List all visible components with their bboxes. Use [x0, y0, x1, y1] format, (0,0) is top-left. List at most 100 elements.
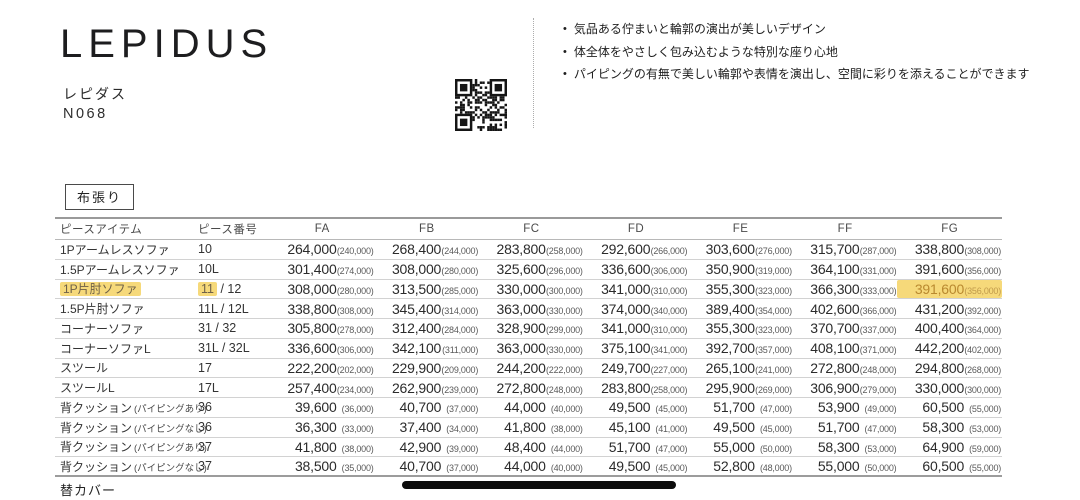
price-cell: 308,000 (280,000) — [270, 280, 375, 298]
price-reference-value: (35,000) — [341, 463, 374, 474]
price-cell: 51,700 (47,000) — [793, 418, 898, 436]
price-cell: 303,600 (276,000) — [688, 240, 793, 258]
price-reference-value: (36,000) — [341, 404, 374, 415]
item-name: スツールL — [60, 381, 115, 396]
price-reference-value: (280,000) — [336, 285, 374, 296]
price-cell: 45,100 (41,000) — [584, 418, 689, 436]
piece-number-cell: 17L — [198, 380, 219, 395]
price-value: 366,300 — [810, 280, 860, 297]
column-header-ff: FF — [837, 223, 853, 235]
price-value: 308,000 — [287, 280, 337, 297]
piece-number-cell: 36 — [198, 400, 212, 415]
price-value: 283,800 — [496, 241, 546, 258]
price-value: 306,900 — [810, 379, 860, 396]
price-value: 391,600 — [914, 280, 965, 297]
price-cell: 364,100 (331,000) — [793, 260, 898, 278]
item-name-cell: スツール — [55, 359, 198, 376]
price-reference-value: (40,000) — [550, 463, 583, 474]
price-cell: 336,600 (306,000) — [584, 260, 689, 278]
price-reference-value: (40,000) — [550, 404, 583, 415]
column-header-item: ピースアイテム — [60, 224, 143, 236]
price-reference-value: (364,000) — [964, 325, 1002, 336]
table-body: 1Pアームレスソファ 10 264,000 (240,000) 268,400 (244,… — [55, 240, 1003, 477]
price-value: 312,400 — [391, 320, 442, 337]
price-cell: 391,600 (356,000) — [897, 279, 1003, 298]
price-value: 295,900 — [705, 379, 755, 396]
price-value: 338,800 — [914, 241, 965, 258]
column-header-fc: FC — [523, 223, 540, 235]
price-value: 64,900 — [922, 438, 965, 455]
column-header-fe: FE — [732, 223, 749, 235]
price-reference-value: (59,000) — [969, 443, 1002, 454]
price-reference-value: (53,000) — [969, 424, 1002, 435]
price-reference-value: (45,000) — [759, 424, 792, 435]
table-row: 1.5P片肘ソファ 11L / 12L 338,800 (308,000) 345,40… — [55, 299, 1002, 319]
price-value: 364,100 — [810, 261, 860, 278]
item-name: 1P片肘ソファ — [60, 282, 141, 297]
price-cell: 222,200 (202,000) — [270, 359, 375, 377]
item-name: 背クッション — [60, 420, 133, 435]
price-value: 272,800 — [810, 359, 860, 376]
price-cell: 40,700 (37,000) — [375, 398, 480, 416]
price-cell: 308,000 (280,000) — [375, 260, 480, 278]
price-reference-value: (45,000) — [655, 404, 688, 415]
price-cell: 58,300 (53,000) — [793, 438, 898, 456]
item-name-cell: スツールL — [55, 379, 198, 396]
table-row: スツールL 17L 257,400 (234,000) 262,900 (239,000)… — [55, 378, 1002, 398]
price-reference-value: (392,000) — [964, 305, 1002, 316]
price-cell: 229,900 (209,000) — [375, 359, 480, 377]
piece-number-cell: 10 — [198, 242, 212, 257]
price-reference-value: (55,000) — [969, 404, 1002, 415]
price-reference-value: (45,000) — [655, 463, 688, 474]
price-cell: 431,200 (392,000) — [897, 300, 1002, 318]
price-cell: 341,000 (310,000) — [584, 280, 689, 298]
item-name-cell: 1.5Pアームレスソファ — [55, 261, 198, 278]
price-value: 42,900 — [399, 438, 442, 455]
price-cell: 283,800 (258,000) — [479, 240, 584, 258]
qr-code — [455, 79, 507, 131]
item-note: (パイピングなし) — [134, 423, 207, 435]
price-reference-value: (308,000) — [336, 305, 374, 316]
home-indicator-bar[interactable] — [402, 481, 676, 489]
item-name: 背クッション — [60, 400, 133, 415]
price-reference-value: (234,000) — [336, 384, 374, 395]
price-value: 303,600 — [705, 241, 755, 258]
price-reference-value: (314,000) — [441, 305, 479, 316]
price-value: 264,000 — [287, 241, 337, 258]
price-reference-value: (227,000) — [650, 364, 688, 375]
price-value: 283,800 — [601, 379, 651, 396]
price-value: 38,500 — [294, 458, 337, 475]
price-reference-value: (357,000) — [755, 345, 792, 356]
item-name: 背クッション — [60, 459, 133, 474]
item-name-cell: 1.5P片肘ソファ — [55, 300, 198, 317]
price-reference-value: (278,000) — [336, 325, 374, 336]
price-value: 58,300 — [922, 419, 965, 436]
price-cell: 325,600 (296,000) — [479, 260, 584, 278]
price-cell: 408,100 (371,000) — [793, 339, 898, 357]
price-cell: 342,100 (311,000) — [375, 339, 480, 357]
price-reference-value: (53,000) — [864, 443, 897, 454]
piece-number-cell: 10L — [198, 262, 219, 277]
price-cell: 442,200 (402,000) — [897, 339, 1002, 357]
price-cell: 264,000 (240,000) — [270, 240, 375, 258]
price-cell: 268,400 (244,000) — [375, 240, 480, 258]
price-cell: 44,000 (40,000) — [479, 398, 584, 416]
price-cell: 262,900 (239,000) — [375, 379, 480, 397]
price-cell: 294,800 (268,000) — [897, 359, 1002, 377]
price-reference-value: (50,000) — [759, 443, 792, 454]
price-value: 375,100 — [601, 340, 651, 357]
price-reference-value: (284,000) — [441, 325, 479, 336]
price-cell: 355,300 (323,000) — [688, 319, 793, 337]
price-value: 342,100 — [391, 340, 442, 357]
price-value: 328,900 — [496, 320, 546, 337]
price-value: 442,200 — [914, 340, 965, 357]
price-cell: 52,800 (48,000) — [688, 457, 793, 475]
price-cell: 295,900 (269,000) — [688, 379, 793, 397]
price-reference-value: (37,000) — [446, 404, 479, 415]
price-reference-value: (310,000) — [650, 325, 688, 336]
item-name: コーナーソファ — [60, 321, 145, 336]
price-value: 222,200 — [287, 359, 337, 376]
price-reference-value: (330,000) — [546, 305, 583, 316]
price-reference-value: (308,000) — [964, 246, 1002, 257]
price-cell: 350,900 (319,000) — [688, 260, 793, 278]
